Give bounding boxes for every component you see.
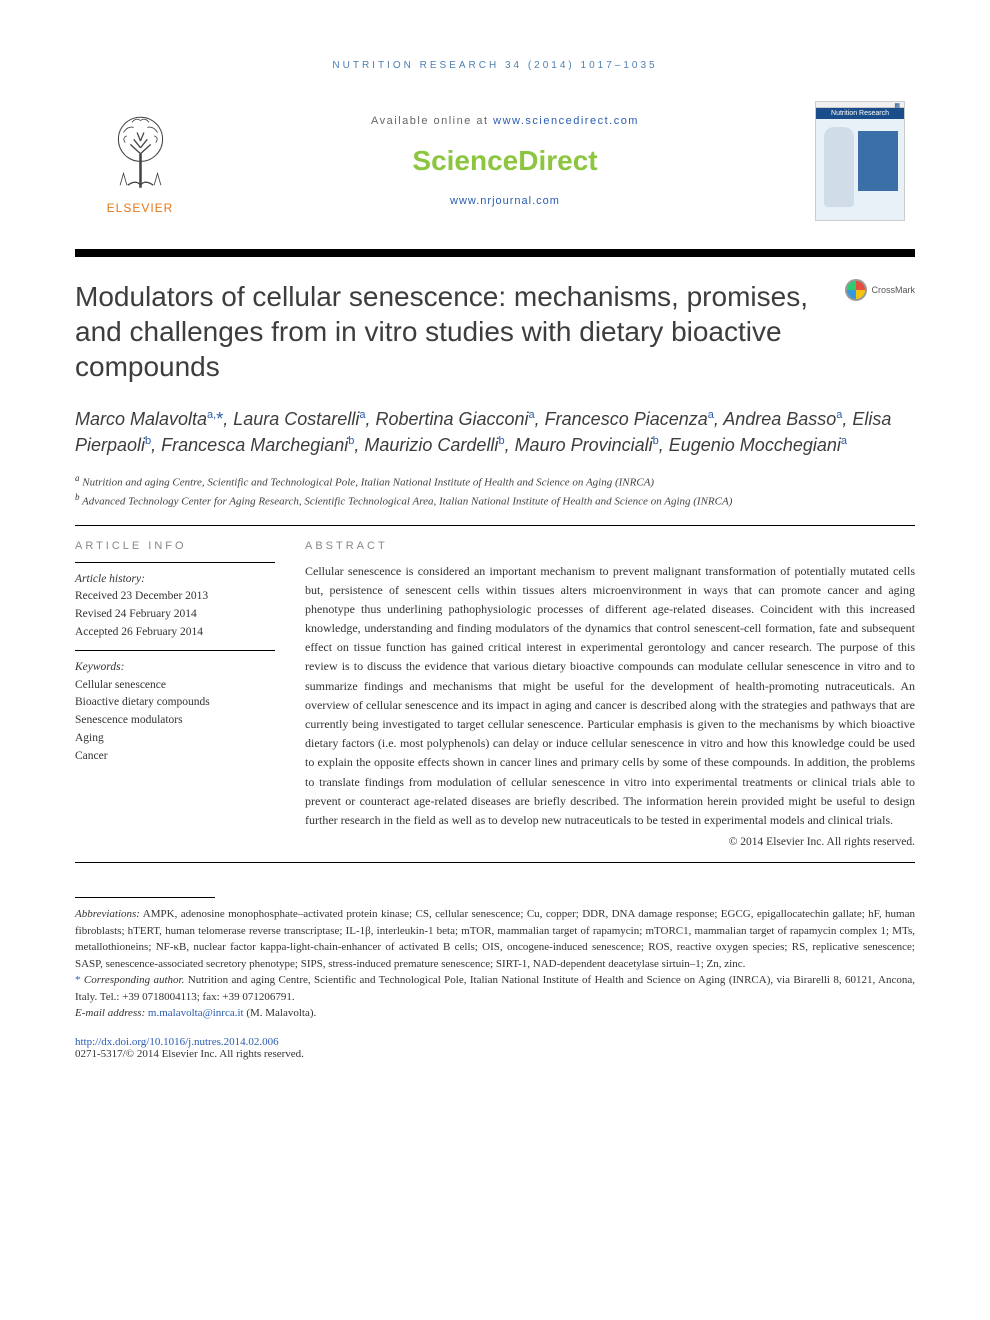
email-link[interactable]: m.malavolta@inrca.it <box>148 1007 244 1019</box>
journal-url: www.nrjournal.com <box>195 195 815 207</box>
author-list: Marco Malavoltaa,*, Laura Costarellia, R… <box>75 406 915 458</box>
keyword: Bioactive dietary compounds <box>75 694 275 712</box>
corr-text: Nutrition and aging Centre, Scientific a… <box>75 974 915 1003</box>
email-block: E-mail address: m.malavolta@inrca.it (M.… <box>75 1005 915 1022</box>
rule-thin-upper <box>75 525 915 526</box>
running-head: NUTRITION RESEARCH 34 (2014) 1017–1035 <box>75 60 915 71</box>
article-title: Modulators of cellular senescence: mecha… <box>75 279 825 384</box>
keyword: Cellular senescence <box>75 677 275 695</box>
rule-thick <box>75 249 915 257</box>
crossmark-icon <box>845 279 867 301</box>
keywords-label: Keywords: <box>75 659 275 677</box>
cover-title: Nutrition Research <box>816 108 904 119</box>
history-received: Received 23 December 2013 <box>75 588 275 606</box>
masthead: ELSEVIER Available online at www.science… <box>75 101 915 241</box>
history-label: Article history: <box>75 571 275 589</box>
keyword: Cancer <box>75 748 275 766</box>
abbreviations-block: Abbreviations: AMPK, adenosine monophosp… <box>75 906 915 972</box>
corresponding-author-block: * Corresponding author. Nutrition and ag… <box>75 972 915 1005</box>
available-prefix: Available online at <box>371 115 493 127</box>
keyword: Senescence modulators <box>75 712 275 730</box>
available-online-line: Available online at www.sciencedirect.co… <box>195 115 815 127</box>
abstract-text: Cellular senescence is considered an imp… <box>305 562 915 831</box>
elsevier-tree-icon <box>98 107 183 192</box>
issn-copyright: 0271-5317/© 2014 Elsevier Inc. All right… <box>75 1048 304 1060</box>
sciencedirect-logo[interactable]: ScienceDirect <box>195 145 815 177</box>
article-info-heading: ARTICLE INFO <box>75 540 275 552</box>
affiliation: b Advanced Technology Center for Aging R… <box>75 491 915 510</box>
elsevier-logo[interactable]: ELSEVIER <box>85 107 195 215</box>
history-accepted: Accepted 26 February 2014 <box>75 624 275 642</box>
journal-link[interactable]: www.nrjournal.com <box>450 195 560 207</box>
email-suffix: (M. Malavolta). <box>244 1007 317 1019</box>
article-info-column: ARTICLE INFO Article history: Received 2… <box>75 540 275 849</box>
abstract-column: ABSTRACT Cellular senescence is consider… <box>305 540 915 849</box>
affiliation: a Nutrition and aging Centre, Scientific… <box>75 472 915 491</box>
doi-link[interactable]: http://dx.doi.org/10.1016/j.nutres.2014.… <box>75 1036 279 1048</box>
abstract-heading: ABSTRACT <box>305 540 915 552</box>
keyword: Aging <box>75 730 275 748</box>
abbrev-label: Abbreviations: <box>75 908 140 920</box>
doi-block: http://dx.doi.org/10.1016/j.nutres.2014.… <box>75 1036 915 1060</box>
abbrev-text: AMPK, adenosine monophosphate–activated … <box>75 908 915 970</box>
sciencedirect-link[interactable]: www.sciencedirect.com <box>493 115 639 127</box>
abstract-copyright: © 2014 Elsevier Inc. All rights reserved… <box>305 836 915 848</box>
crossmark-badge[interactable]: CrossMark <box>845 279 915 301</box>
email-label: E-mail address: <box>75 1007 148 1019</box>
corr-label: Corresponding author. <box>84 974 184 986</box>
journal-cover-thumb[interactable]: ▦ Nutrition Research <box>815 101 905 221</box>
affiliations: a Nutrition and aging Centre, Scientific… <box>75 472 915 510</box>
footnotes: Abbreviations: AMPK, adenosine monophosp… <box>75 906 915 1022</box>
rule-thin-lower <box>75 862 915 863</box>
elsevier-wordmark: ELSEVIER <box>85 201 195 215</box>
crossmark-label: CrossMark <box>871 285 915 295</box>
history-revised: Revised 24 February 2014 <box>75 606 275 624</box>
footnote-rule <box>75 897 215 898</box>
